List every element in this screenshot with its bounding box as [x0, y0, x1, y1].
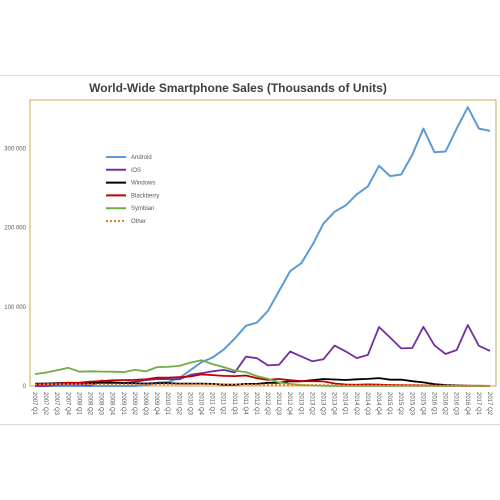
x-tick-label: 2012 Q2 — [264, 392, 270, 416]
x-tick-label: 2016 Q3 — [453, 392, 459, 416]
legend: Android iOS Windows Blackberry Symbian Other — [106, 155, 159, 225]
x-tick-label: 2010 Q1 — [164, 392, 170, 416]
x-tick-label: 2008 Q1 — [75, 392, 81, 416]
legend-label-android: Android — [131, 155, 152, 161]
x-tick-label: 2013 Q1 — [297, 392, 303, 416]
x-tick-label: 2017 Q1 — [475, 392, 481, 416]
x-tick-label: 2009 Q1 — [120, 392, 126, 416]
chart-frame — [0, 75, 500, 425]
series-line-symbian — [34, 359, 490, 387]
legend-label-windows: Windows — [131, 181, 155, 187]
y-tick-label: 100 000 — [4, 305, 26, 311]
x-tick-label: 2014 Q2 — [353, 392, 359, 416]
legend-label-other: Other — [131, 219, 146, 225]
x-tick-label: 2011 Q1 — [209, 392, 215, 415]
x-tick-label: 2010 Q2 — [175, 392, 181, 416]
x-tick-label: 2013 Q2 — [308, 392, 314, 416]
series-line-windows — [34, 377, 491, 387]
plot-area-border — [29, 99, 497, 387]
x-tick-label: 2015 Q1 — [386, 392, 392, 416]
x-tick-label: 2012 Q1 — [253, 392, 259, 416]
y-tick-label: 300 000 — [4, 146, 26, 152]
x-tick-label: 2013 Q3 — [320, 392, 326, 416]
x-tick-label: 2016 Q4 — [464, 392, 470, 416]
legend-label-ios: iOS — [131, 168, 141, 174]
x-tick-label: 2007 Q2 — [42, 392, 48, 416]
x-tick-label: 2015 Q2 — [397, 392, 403, 416]
y-axis: 0 100 000 200 000 300 000 — [4, 146, 26, 390]
x-tick-label: 2011 Q4 — [242, 392, 248, 415]
series-line-android — [35, 106, 491, 387]
x-tick-label: 2007 Q4 — [64, 392, 70, 416]
x-tick-label: 2010 Q3 — [186, 392, 192, 416]
y-tick-label: 0 — [23, 384, 27, 390]
x-tick-label: 2012 Q4 — [286, 392, 292, 416]
x-tick-label: 2008 Q4 — [109, 392, 115, 416]
x-tick-label: 2008 Q2 — [86, 392, 92, 416]
x-tick-label: 2016 Q1 — [431, 392, 437, 416]
legend-label-symbian: Symbian — [131, 206, 154, 212]
x-tick-label: 2013 Q4 — [331, 392, 337, 416]
x-tick-label: 2014 Q1 — [342, 392, 348, 416]
x-tick-label: 2010 Q4 — [197, 392, 203, 416]
chart-title: World-Wide Smartphone Sales (Thousands o… — [89, 81, 387, 95]
legend-label-blackberry: Blackberry — [131, 193, 159, 199]
x-tick-label: 2016 Q2 — [442, 392, 448, 416]
x-tick-label: 2007 Q1 — [31, 392, 37, 416]
x-tick-label: 2009 Q3 — [142, 392, 148, 416]
series-lines — [34, 106, 491, 387]
x-tick-label: 2009 Q4 — [153, 392, 159, 416]
x-tick-label: 2007 Q3 — [53, 392, 59, 416]
x-tick-label: 2009 Q2 — [131, 392, 137, 416]
x-tick-label: 2017 Q2 — [486, 392, 492, 416]
x-tick-label: 2015 Q3 — [408, 392, 414, 416]
x-tick-label: 2012 Q3 — [275, 392, 281, 416]
x-tick-label: 2011 Q2 — [220, 392, 226, 415]
y-tick-label: 200 000 — [4, 226, 26, 232]
x-tick-label: 2014 Q4 — [375, 392, 381, 416]
x-tick-label: 2011 Q3 — [231, 392, 237, 415]
x-axis: 2007 Q1 2007 Q2 2007 Q3 2007 Q4 2008 Q1 2008 … — [31, 392, 492, 416]
x-tick-label: 2014 Q3 — [364, 392, 370, 416]
x-tick-label: 2015 Q4 — [419, 392, 425, 416]
x-tick-label: 2008 Q3 — [98, 392, 104, 416]
